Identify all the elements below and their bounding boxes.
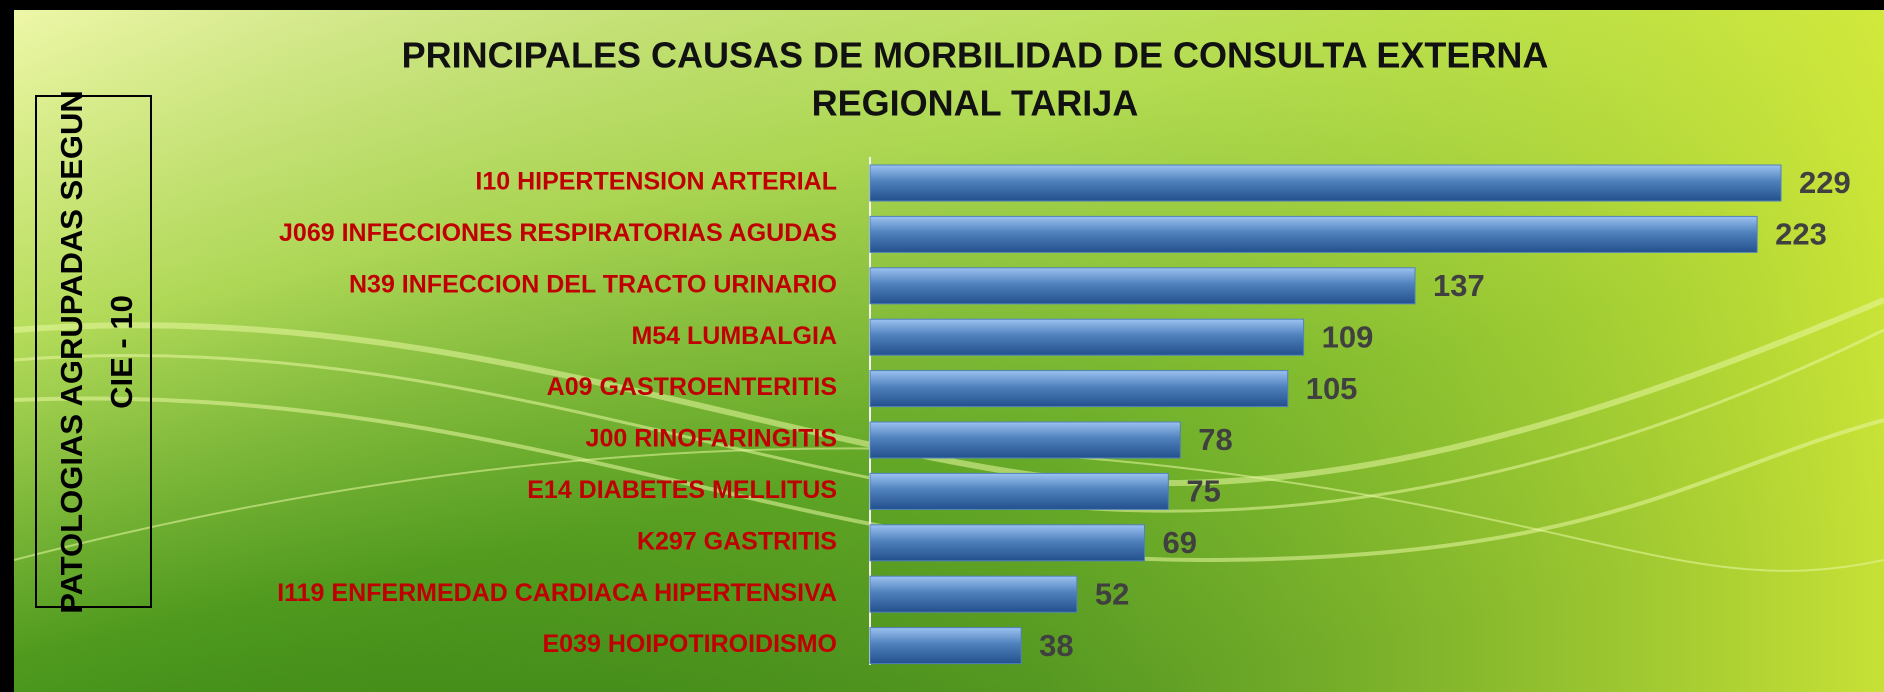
value-label: 105 <box>1306 371 1358 406</box>
category-label: M54 LUMBALGIA <box>631 322 837 350</box>
y-axis-label: PATOLOGIAS AGRUPADAS SEGUN <box>54 90 89 614</box>
value-label: 78 <box>1198 422 1232 457</box>
bar <box>869 472 1169 510</box>
value-label: 223 <box>1775 217 1827 252</box>
bar <box>869 318 1305 356</box>
value-label: 75 <box>1186 474 1220 509</box>
value-label: 229 <box>1799 165 1851 200</box>
category-label: J069 INFECCIONES RESPIRATORIAS AGUDAS <box>279 219 837 247</box>
bar <box>869 524 1145 562</box>
category-label: I10 HIPERTENSION ARTERIAL <box>475 168 837 196</box>
bar <box>869 370 1289 408</box>
value-label: 69 <box>1162 525 1196 560</box>
value-label: 52 <box>1095 576 1129 611</box>
chart-title: PRINCIPALES CAUSAS DE MORBILIDAD DE CONS… <box>402 35 1549 76</box>
chart-title: REGIONAL TARIJA <box>812 83 1139 124</box>
value-label: 38 <box>1039 628 1073 663</box>
value-label: 109 <box>1322 319 1374 354</box>
category-label: E14 DIABETES MELLITUS <box>527 476 837 504</box>
category-label: N39 INFECCION DEL TRACTO URINARIO <box>349 270 837 298</box>
bar <box>869 267 1416 305</box>
category-label: K297 GASTRITIS <box>637 527 837 555</box>
value-label: 137 <box>1433 268 1485 303</box>
bar <box>869 421 1181 459</box>
bar <box>869 627 1022 665</box>
bar <box>869 215 1758 253</box>
bar <box>869 164 1782 202</box>
category-label: A09 GASTROENTERITIS <box>547 373 837 401</box>
category-label: J00 RINOFARINGITIS <box>586 425 837 453</box>
ylabel-box <box>35 95 152 608</box>
category-label: I119 ENFERMEDAD CARDIACA HIPERTENSIVA <box>277 579 837 607</box>
category-label: E039 HOIPOTIROIDISMO <box>542 630 837 658</box>
bar <box>869 575 1078 613</box>
y-axis-label: CIE - 10 <box>104 295 139 409</box>
